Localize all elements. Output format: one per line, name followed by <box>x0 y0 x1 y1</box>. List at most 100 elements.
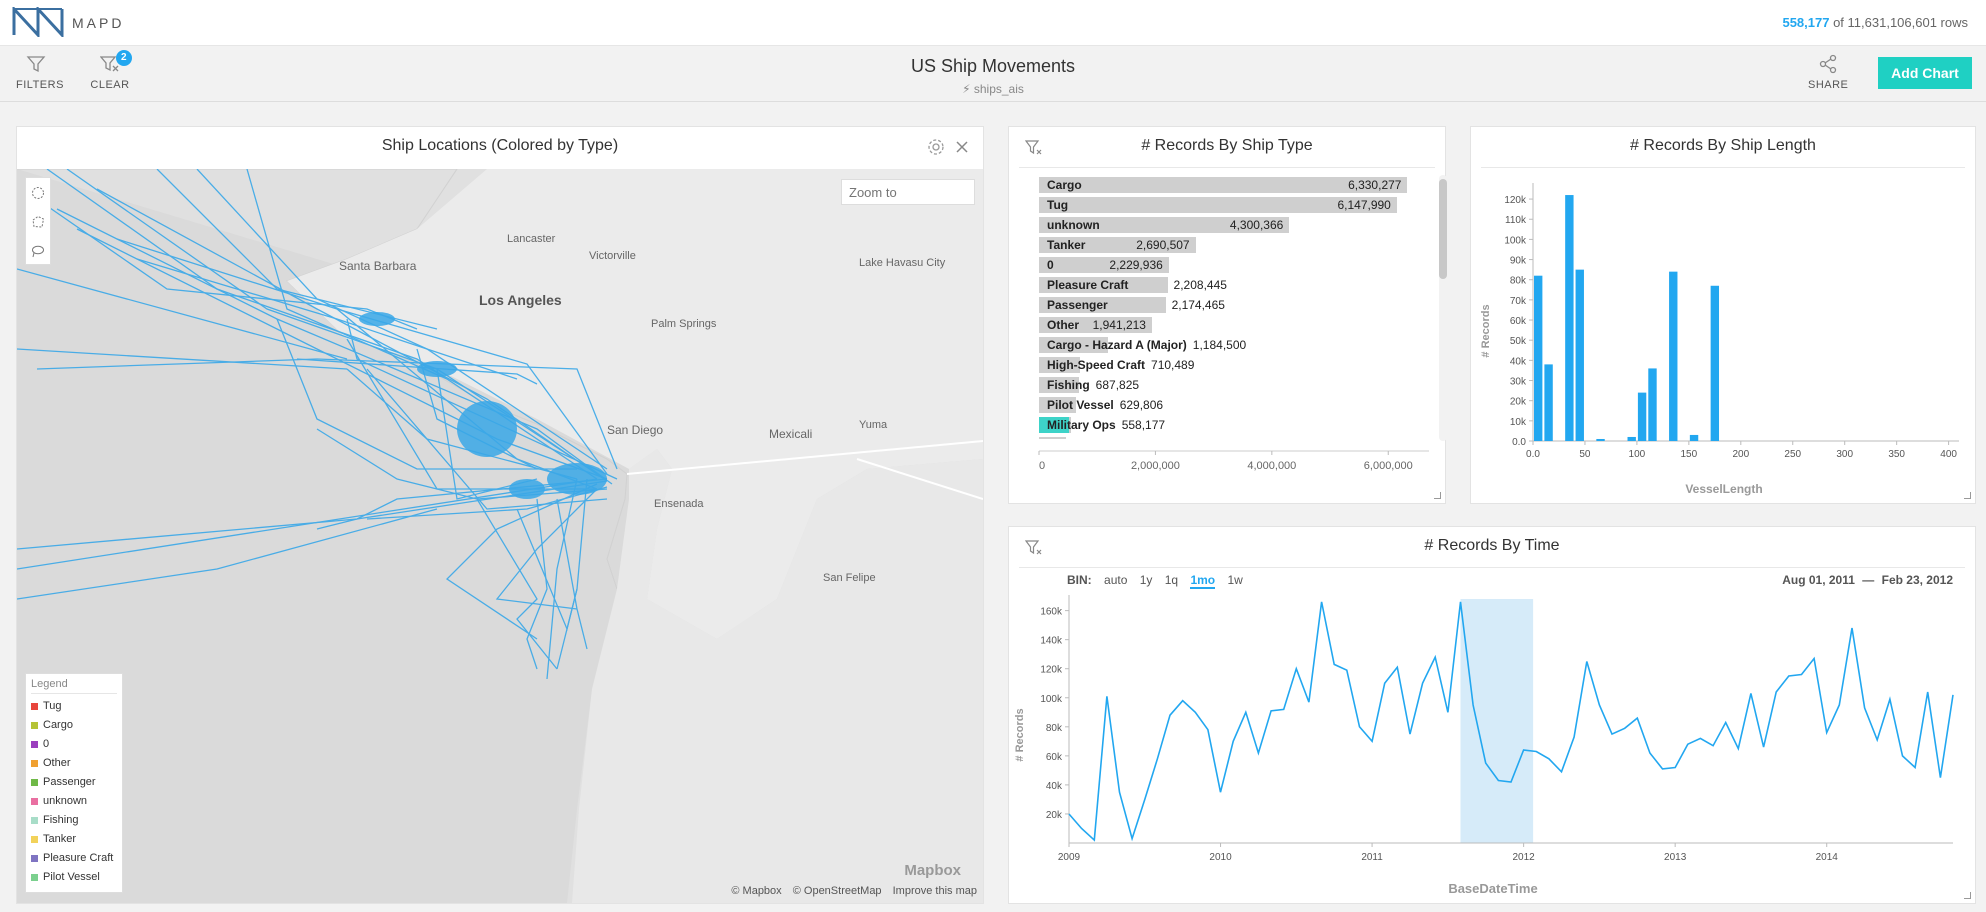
resize-handle[interactable] <box>1964 892 1971 899</box>
ship-type-bar[interactable]: Cargo 6,330,277 <box>1039 175 1447 195</box>
chart-filter-icon[interactable] <box>1025 539 1043 557</box>
ship-type-bar[interactable]: Tanker 2,690,507 <box>1039 235 1447 255</box>
lasso-select-icon[interactable] <box>26 236 50 265</box>
legend-item[interactable]: Fishing <box>31 811 117 830</box>
divider <box>1019 167 1435 168</box>
legend-item[interactable]: Cargo <box>31 716 117 735</box>
place-label: San Diego <box>607 423 663 437</box>
x-tick-label: 2,000,000 <box>1131 460 1180 472</box>
map-attribution: © Mapbox © OpenStreetMap Improve this ma… <box>723 885 977 897</box>
legend-item[interactable]: Pleasure Craft <box>31 849 117 868</box>
time-selection-brush[interactable] <box>1460 599 1534 843</box>
share-button[interactable]: SHARE <box>1808 54 1848 91</box>
bar-label: Pilot Vessel <box>1047 398 1114 412</box>
chart-filter-icon[interactable] <box>1025 139 1043 157</box>
bar-value: 687,825 <box>1095 378 1140 392</box>
resize-handle[interactable] <box>1434 492 1441 499</box>
ship-length-histogram[interactable]: # Records VesselLength 0.0 10k 20k 30k 40k 50… <box>1471 171 1977 501</box>
logo-text: MAPD <box>72 15 125 31</box>
ship-type-bar[interactable]: unknown 4,300,366 <box>1039 215 1447 235</box>
legend-item[interactable]: Pilot Vessel <box>31 868 117 887</box>
resize-handle[interactable] <box>1964 492 1971 499</box>
map-panel-title: Ship Locations (Colored by Type) <box>381 137 619 154</box>
place-label: Los Angeles <box>479 292 562 308</box>
osm-attribution-link[interactable]: © OpenStreetMap <box>792 885 882 897</box>
filters-button[interactable]: FILTERS <box>16 54 63 91</box>
y-tick-label: 70k <box>1510 296 1527 307</box>
bin-option-1mo[interactable]: 1mo <box>1190 573 1216 589</box>
y-tick-label: 50k <box>1510 336 1527 347</box>
bin-option-1w[interactable]: 1w <box>1227 573 1243 587</box>
ship-type-bar[interactable]: Fishing 687,825 <box>1039 375 1447 395</box>
improve-map-link[interactable]: Improve this map <box>892 885 977 897</box>
histogram-bar[interactable] <box>1669 271 1678 441</box>
zoom-to-input[interactable] <box>841 179 975 205</box>
histogram-bar[interactable] <box>1565 195 1574 441</box>
histogram-bar[interactable] <box>1648 368 1657 441</box>
x-tick-label: 400 <box>1940 449 1957 460</box>
legend-item[interactable]: unknown <box>31 792 117 811</box>
legend-item[interactable]: Tug <box>31 697 117 716</box>
histogram-bar[interactable] <box>1544 364 1553 441</box>
range-start[interactable]: Aug 01, 2011 <box>1782 573 1855 587</box>
legend-label: Fishing <box>43 814 79 826</box>
bar-fill <box>1039 297 1166 313</box>
legend-item[interactable]: Passenger <box>31 773 117 792</box>
legend-item[interactable]: 0 <box>31 735 117 754</box>
filter-icon <box>26 56 46 73</box>
bin-option-auto[interactable]: auto <box>1104 573 1128 587</box>
bar-fill <box>1039 357 1081 373</box>
ship-type-bar[interactable]: High-Speed Craft 710,489 <box>1039 355 1447 375</box>
ship-type-bar[interactable]: Tug 6,147,990 <box>1039 195 1447 215</box>
histogram-bar[interactable] <box>1596 438 1605 441</box>
histogram-bar[interactable] <box>1627 436 1636 441</box>
ship-type-bar[interactable]: Pilot Vessel 629,806 <box>1039 395 1447 415</box>
mapbox-attribution-link[interactable]: © Mapbox <box>731 885 782 897</box>
add-chart-button[interactable]: Add Chart <box>1878 57 1972 89</box>
gear-icon[interactable] <box>927 138 945 156</box>
histogram-bar[interactable] <box>1710 285 1720 441</box>
ship-type-bar[interactable]: Passenger 2,174,465 <box>1039 295 1447 315</box>
bin-option-1q[interactable]: 1q <box>1164 573 1179 587</box>
ship-type-bar[interactable]: Pleasure Craft 2,208,445 <box>1039 275 1447 295</box>
legend-item[interactable]: Other <box>31 754 117 773</box>
bar-value: 1,941,213 <box>1092 318 1146 332</box>
histogram-bar[interactable] <box>1637 392 1647 441</box>
range-end[interactable]: Feb 23, 2012 <box>1881 573 1953 587</box>
legend-swatch <box>31 798 38 805</box>
legend-label: Passenger <box>43 776 96 788</box>
records-series-line[interactable] <box>1068 601 1954 842</box>
histogram-bar[interactable] <box>1534 275 1543 441</box>
time-line-chart[interactable]: # Records BaseDateTime 20k 40k 60k 80k 100k 1… <box>1009 587 1977 903</box>
histogram-bar[interactable] <box>1575 269 1584 441</box>
place-label: Ensenada <box>654 498 704 510</box>
ship-type-bar[interactable]: Military Ops 558,177 <box>1039 415 1447 435</box>
bin-option-1y[interactable]: 1y <box>1139 573 1153 587</box>
map-canvas[interactable]: Lancaster Victorville Lake Havasu City S… <box>17 169 983 903</box>
circle-select-icon[interactable] <box>26 178 50 207</box>
share-icon <box>1819 54 1837 74</box>
close-icon[interactable] <box>955 140 969 154</box>
legend-label: Pleasure Craft <box>43 852 114 864</box>
x-tick-label: 2012 <box>1513 852 1536 863</box>
clear-filters-button[interactable]: CLEAR 2 <box>90 50 132 91</box>
mapd-logo[interactable] <box>12 7 64 37</box>
x-tick-label: 250 <box>1784 449 1801 460</box>
map-background <box>17 169 983 903</box>
legend-item[interactable]: Tanker <box>31 830 117 849</box>
bar-value: 1,184,500 <box>1192 338 1247 352</box>
scroll-thumb[interactable] <box>1439 179 1447 279</box>
bar-label: 0 <box>1047 258 1054 272</box>
bar-list-scrollbar[interactable] <box>1439 175 1447 441</box>
ship-type-bar[interactable]: Other 1,941,213 <box>1039 315 1447 335</box>
ship-type-bar[interactable]: Tanker - Hazard A (Major) 471,386 <box>1039 435 1447 439</box>
histogram-bar[interactable] <box>1689 434 1699 441</box>
polygon-select-icon[interactable] <box>26 207 50 236</box>
y-tick-label: 10k <box>1510 417 1527 428</box>
ship-type-bar[interactable]: 0 2,229,936 <box>1039 255 1447 275</box>
bar-label: High-Speed Craft <box>1047 358 1146 372</box>
ship-type-bar[interactable]: Cargo - Hazard A (Major) 1,184,500 <box>1039 335 1447 355</box>
bar-value: 2,208,445 <box>1173 278 1227 292</box>
dashboard-title[interactable]: US Ship Movements <box>910 56 1076 76</box>
x-axis-label: VesselLength <box>1685 482 1762 496</box>
